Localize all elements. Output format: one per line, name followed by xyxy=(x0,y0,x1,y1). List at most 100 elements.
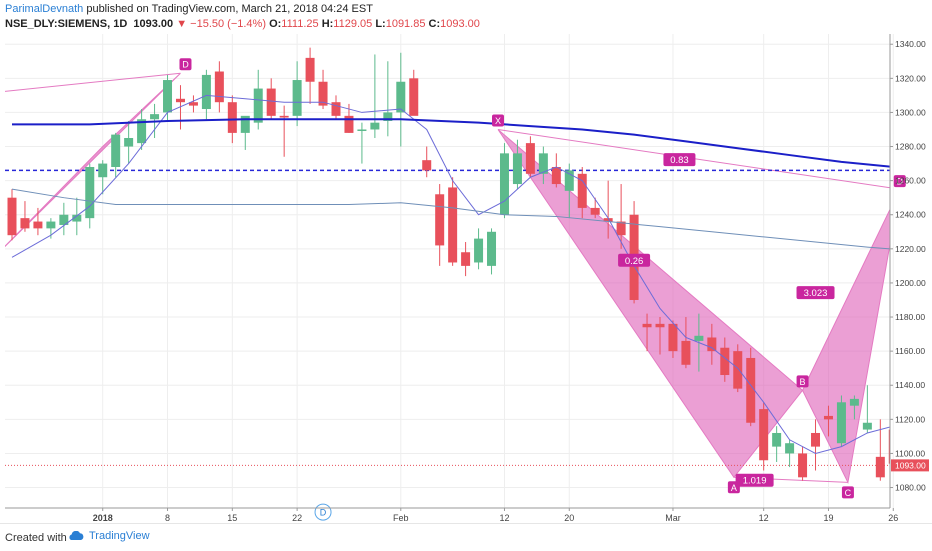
candle xyxy=(707,323,717,365)
pattern-point-badge xyxy=(893,175,906,188)
candle-body xyxy=(707,337,717,352)
chart-header: ParimalDevnath published on TradingView.… xyxy=(0,0,932,34)
pattern-point-badge xyxy=(179,58,192,71)
candle xyxy=(811,419,821,471)
candle-body xyxy=(681,340,691,365)
candle-body xyxy=(512,153,522,185)
time-tick-label: 12 xyxy=(499,513,509,523)
candle-body xyxy=(448,187,458,263)
candle-body xyxy=(577,173,587,208)
candle xyxy=(59,202,69,236)
candle xyxy=(836,395,846,447)
ratio-label: 3.023 xyxy=(796,286,835,300)
candle xyxy=(137,109,147,150)
candle xyxy=(746,347,756,427)
candle-body xyxy=(720,347,730,376)
candle-body xyxy=(487,231,497,266)
candle xyxy=(357,122,367,164)
candle-body xyxy=(227,102,237,133)
pattern-point-x: X xyxy=(492,114,504,127)
candle-body xyxy=(733,351,743,389)
time-tick-label: 19 xyxy=(823,513,833,523)
current-price-tag-bg xyxy=(891,459,929,472)
candle xyxy=(785,439,795,468)
candle-body xyxy=(150,114,160,120)
harmonic-pattern-1-line xyxy=(5,72,181,92)
low-label: L: xyxy=(375,18,386,30)
price-tick-label: 1140.00 xyxy=(895,380,925,390)
open-value: 1111.25 xyxy=(281,18,319,30)
tradingview-brand: TradingView xyxy=(89,530,150,542)
candle-body xyxy=(772,432,782,447)
candle xyxy=(279,105,289,157)
candle xyxy=(383,61,393,137)
ratio-badge xyxy=(796,286,835,300)
ratio-label: 1.019 xyxy=(735,473,774,487)
candle-body xyxy=(564,170,574,191)
candle-body xyxy=(240,115,250,133)
price-tick-label: 1220.00 xyxy=(895,244,926,254)
author-link[interactable]: ParimalDevnath xyxy=(5,3,84,15)
candle xyxy=(111,132,121,178)
candle-body xyxy=(46,221,56,229)
candle xyxy=(759,402,769,471)
pattern-point-label: D xyxy=(897,177,904,187)
candle xyxy=(823,405,833,437)
price-tick-label: 1120.00 xyxy=(895,414,925,424)
candle-body xyxy=(474,238,484,263)
price-tick-label: 1260.00 xyxy=(895,176,926,186)
tradingview-logo[interactable]: TradingView xyxy=(67,530,150,542)
candle xyxy=(681,317,691,369)
candle-body xyxy=(59,214,69,225)
candle xyxy=(409,69,419,116)
candle-body xyxy=(499,153,509,215)
candle xyxy=(590,197,600,219)
candle xyxy=(396,52,406,147)
candle-body xyxy=(214,71,224,103)
candle xyxy=(7,189,17,241)
candle-body xyxy=(266,88,276,116)
candle-body xyxy=(20,218,30,229)
price-tick-label: 1320.00 xyxy=(895,73,926,83)
price-chart[interactable]: DXABCD0.260.831.0193.023D1340.001320.001… xyxy=(0,0,932,523)
time-tick-label: 2018 xyxy=(93,513,113,523)
pattern-point-badge xyxy=(796,375,809,388)
candle-body xyxy=(357,129,367,131)
candle xyxy=(551,153,561,188)
time-tick-label: 22 xyxy=(292,513,302,523)
candle xyxy=(564,163,574,219)
candle-body xyxy=(668,323,678,352)
price-axis: 1340.00 1320.00 1300.00 1280.00 1260.00 1240.… xyxy=(890,39,926,493)
candle-body xyxy=(111,134,121,167)
pattern-point-d: D xyxy=(893,175,906,188)
publish-info: ParimalDevnath published on TradingView.… xyxy=(5,3,373,15)
candle-body xyxy=(279,115,289,118)
ratio-badge xyxy=(663,153,696,167)
ratio-label: 0.83 xyxy=(663,153,696,167)
ratio-badge xyxy=(735,473,774,487)
candle-body xyxy=(7,197,17,236)
candle-body xyxy=(253,88,263,123)
candle-body xyxy=(163,80,173,113)
candle xyxy=(163,74,173,121)
candle-body xyxy=(603,218,613,222)
candle xyxy=(85,163,95,229)
pattern-1-point-d: D xyxy=(179,58,192,71)
candle xyxy=(668,320,678,358)
symbol-name[interactable]: NSE_DLY:SIEMENS, 1D xyxy=(5,18,128,30)
candle xyxy=(370,54,380,139)
candle xyxy=(512,139,522,190)
candle xyxy=(175,85,185,130)
candle-body xyxy=(590,207,600,215)
candle-body xyxy=(124,138,134,147)
candle xyxy=(616,184,626,249)
candle-body xyxy=(836,402,846,444)
candle xyxy=(266,78,276,120)
candle-body xyxy=(188,102,198,106)
candle-body xyxy=(396,81,406,113)
candle xyxy=(487,228,497,275)
candle xyxy=(98,160,108,195)
candle-body xyxy=(823,415,833,420)
candle-body xyxy=(435,194,445,246)
candle-body xyxy=(85,166,95,219)
